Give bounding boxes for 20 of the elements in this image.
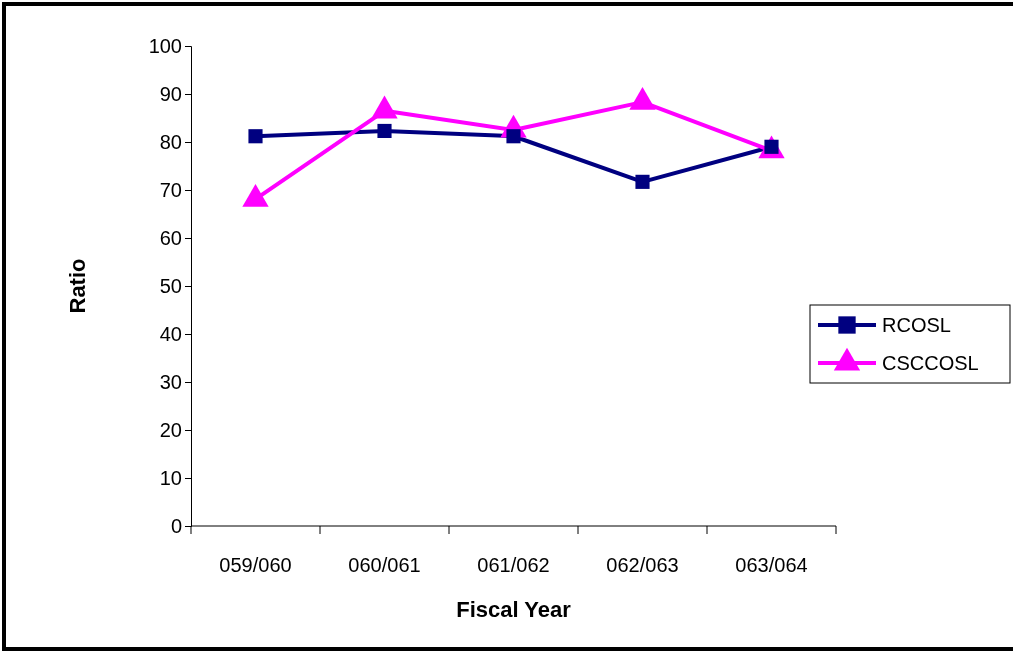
y-tick-label: 40 [159, 322, 182, 345]
legend-label: RCOSL [882, 314, 951, 336]
y-tick-label: 60 [159, 226, 182, 249]
x-tick-label: 059/060 [219, 554, 292, 576]
x-tick-label: 061/062 [477, 554, 550, 576]
y-tick-label: 0 [170, 514, 182, 537]
y-tick-label: 70 [159, 178, 182, 201]
y-tick-label: 100 [148, 34, 182, 57]
x-tick-label: 060/061 [348, 554, 421, 576]
y-axis-title: Ratio [65, 258, 90, 314]
x-axis-title: Fiscal Year [456, 597, 572, 622]
y-tick-label: 80 [159, 130, 182, 153]
x-tick-label: 063/064 [735, 554, 808, 576]
y-tick-label: 20 [159, 418, 182, 441]
y-tick-label: 30 [159, 370, 182, 393]
y-tick-label: 90 [159, 82, 182, 105]
legend-label: CSCCOSL [882, 352, 979, 374]
x-tick-label: 062/063 [606, 554, 679, 576]
y-tick-label: 10 [159, 466, 182, 489]
y-tick-label: 50 [159, 274, 182, 297]
